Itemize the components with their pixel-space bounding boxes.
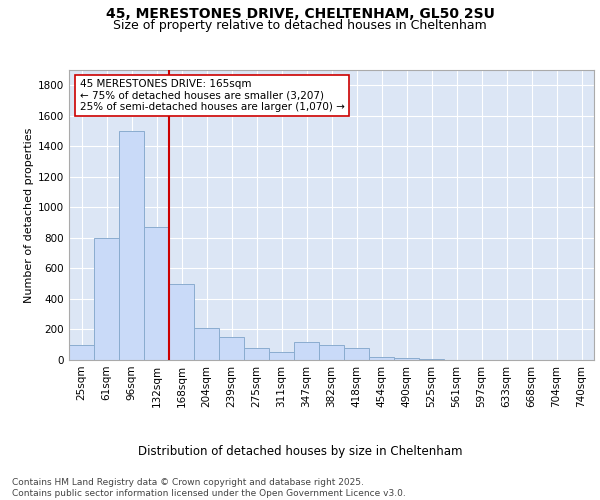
Bar: [169, 284, 194, 360]
Bar: [94, 238, 119, 360]
Bar: [269, 352, 294, 360]
Text: 45 MERESTONES DRIVE: 165sqm
← 75% of detached houses are smaller (3,207)
25% of : 45 MERESTONES DRIVE: 165sqm ← 75% of det…: [79, 78, 344, 112]
Bar: [219, 337, 244, 360]
Bar: [319, 344, 344, 360]
Bar: [419, 359, 444, 360]
Text: Contains HM Land Registry data © Crown copyright and database right 2025.
Contai: Contains HM Land Registry data © Crown c…: [12, 478, 406, 498]
Bar: [144, 227, 169, 360]
Bar: [194, 328, 219, 360]
Text: Distribution of detached houses by size in Cheltenham: Distribution of detached houses by size …: [138, 444, 462, 458]
Text: Size of property relative to detached houses in Cheltenham: Size of property relative to detached ho…: [113, 19, 487, 32]
Y-axis label: Number of detached properties: Number of detached properties: [24, 128, 34, 302]
Bar: [344, 348, 369, 360]
Text: 45, MERESTONES DRIVE, CHELTENHAM, GL50 2SU: 45, MERESTONES DRIVE, CHELTENHAM, GL50 2…: [106, 8, 494, 22]
Bar: [244, 348, 269, 360]
Bar: [119, 131, 144, 360]
Bar: [369, 357, 394, 360]
Bar: [394, 358, 419, 360]
Bar: [294, 342, 319, 360]
Bar: [69, 344, 94, 360]
